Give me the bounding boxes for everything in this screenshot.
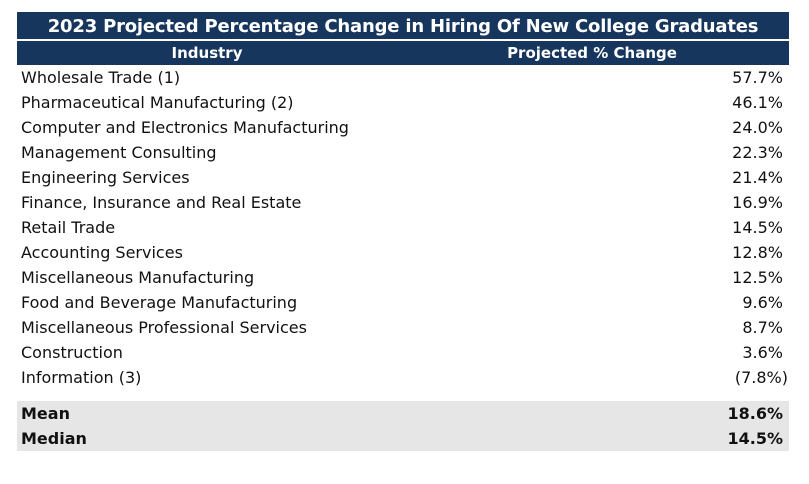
projected-change-value: 57.7% xyxy=(732,68,783,87)
projected-change-value: 46.1% xyxy=(732,93,783,112)
column-header-industry: Industry xyxy=(171,44,243,62)
summary-row-mean: Mean 18.6% xyxy=(17,401,789,426)
table-row: Computer and Electronics Manufacturing 24… xyxy=(17,115,789,140)
hiring-table: 2023 Projected Percentage Change in Hiri… xyxy=(17,12,789,451)
industry-label: Miscellaneous Manufacturing xyxy=(21,268,255,287)
summary-label: Median xyxy=(21,429,87,448)
table-row: Accounting Services 12.8% xyxy=(17,240,789,265)
industry-label: Finance, Insurance and Real Estate xyxy=(21,193,302,212)
projected-change-value: 3.6% xyxy=(742,343,783,362)
summary-value: 14.5% xyxy=(727,429,783,448)
industry-label: Pharmaceutical Manufacturing (2) xyxy=(21,93,294,112)
table-row: Wholesale Trade (1) 57.7% xyxy=(17,65,789,90)
industry-label: Management Consulting xyxy=(21,143,217,162)
table-row: Miscellaneous Professional Services 8.7% xyxy=(17,315,789,340)
projected-change-value: 12.8% xyxy=(732,243,783,262)
industry-label: Miscellaneous Professional Services xyxy=(21,318,307,337)
table-row: Management Consulting 22.3% xyxy=(17,140,789,165)
projected-change-value: 22.3% xyxy=(732,143,783,162)
projected-change-value: 21.4% xyxy=(732,168,783,187)
projected-change-value: 24.0% xyxy=(732,118,783,137)
table-spacer xyxy=(17,390,789,401)
table-row: Pharmaceutical Manufacturing (2) 46.1% xyxy=(17,90,789,115)
table-header-row: Industry Projected % Change xyxy=(17,41,789,65)
summary-block: Mean 18.6% Median 14.5% xyxy=(17,401,789,451)
summary-value: 18.6% xyxy=(727,404,783,423)
projected-change-value: 8.7% xyxy=(742,318,783,337)
summary-label: Mean xyxy=(21,404,70,423)
table-row: Information (3) (7.8%) xyxy=(17,365,789,390)
projected-change-value: 16.9% xyxy=(732,193,783,212)
table-row: Retail Trade 14.5% xyxy=(17,215,789,240)
table-body: Wholesale Trade (1) 57.7% Pharmaceutical M… xyxy=(17,65,789,390)
industry-label: Engineering Services xyxy=(21,168,190,187)
industry-label: Wholesale Trade (1) xyxy=(21,68,181,87)
projected-change-value: 14.5% xyxy=(732,218,783,237)
table-row: Finance, Insurance and Real Estate 16.9% xyxy=(17,190,789,215)
projected-change-value: 12.5% xyxy=(732,268,783,287)
table-row: Food and Beverage Manufacturing 9.6% xyxy=(17,290,789,315)
summary-row-median: Median 14.5% xyxy=(17,426,789,451)
industry-label: Accounting Services xyxy=(21,243,183,262)
industry-label: Retail Trade xyxy=(21,218,116,237)
table-row: Engineering Services 21.4% xyxy=(17,165,789,190)
projected-change-value: (7.8%) xyxy=(734,368,788,387)
table-title: 2023 Projected Percentage Change in Hiri… xyxy=(17,12,789,41)
industry-label: Information (3) xyxy=(21,368,142,387)
table-row: Miscellaneous Manufacturing 12.5% xyxy=(17,265,789,290)
industry-label: Food and Beverage Manufacturing xyxy=(21,293,298,312)
projected-change-value: 9.6% xyxy=(742,293,783,312)
industry-label: Construction xyxy=(21,343,123,362)
industry-label: Computer and Electronics Manufacturing xyxy=(21,118,349,137)
table-row: Construction 3.6% xyxy=(17,340,789,365)
column-header-projected-change: Projected % Change xyxy=(507,44,677,62)
